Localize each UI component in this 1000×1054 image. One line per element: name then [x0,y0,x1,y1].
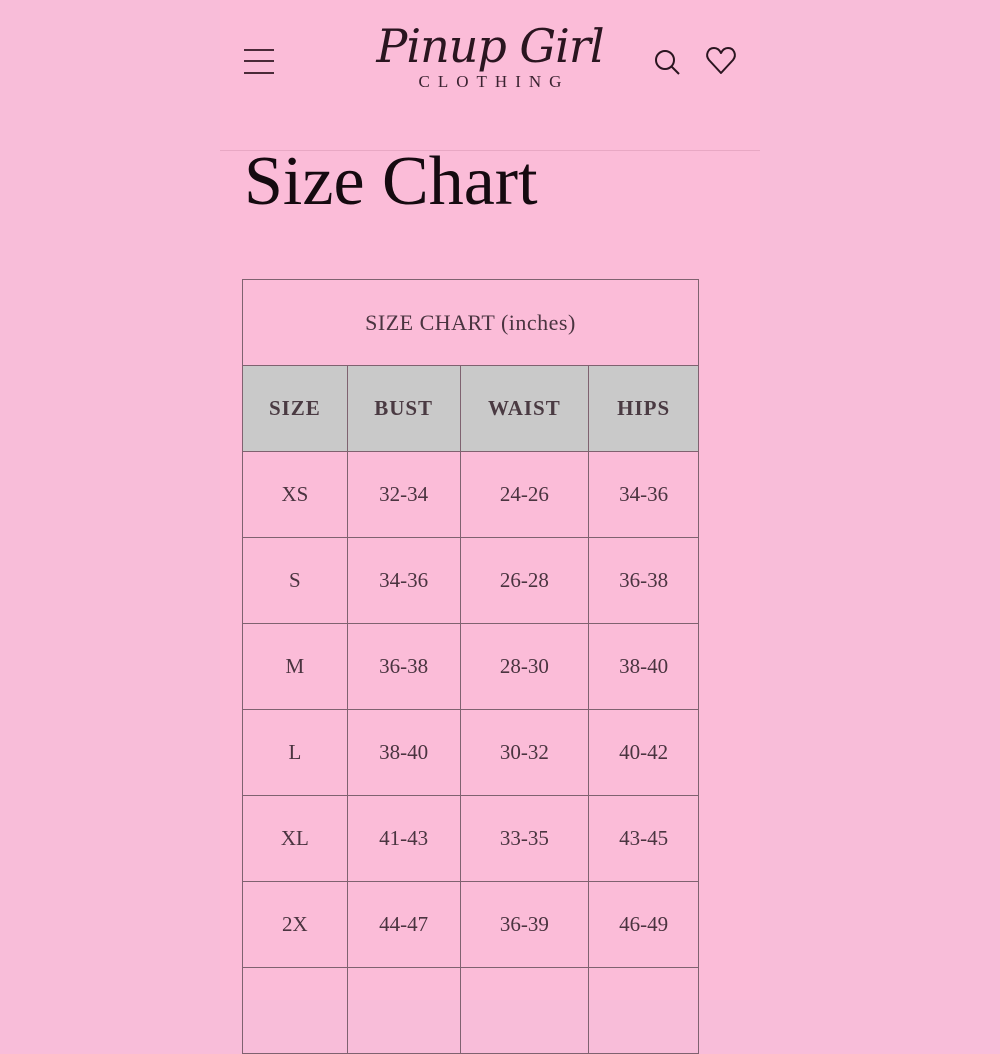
table-row: M 36-38 28-30 38-40 [242,623,699,710]
table-row: 2X 44-47 36-39 46-49 [242,881,699,968]
cell-hips: 38-40 [588,623,699,710]
logo-sub-text: CLOTHING [418,72,570,91]
column-header-size: SIZE [242,365,348,452]
header-divider [220,150,760,151]
table-row: S 34-36 26-28 36-38 [242,537,699,624]
menu-button[interactable] [244,47,274,75]
cell-size: XL [242,795,348,882]
menu-icon-line [244,72,274,74]
cell-waist: 30-32 [459,709,590,796]
table-row: XL 41-43 33-35 43-45 [242,795,699,882]
cell-size: L [242,709,348,796]
cell-waist: 33-35 [459,795,590,882]
cell-hips: 46-49 [588,881,699,968]
cell-size: 2X [242,881,348,968]
column-header-bust: BUST [346,365,461,452]
column-header-hips: HIPS [588,365,699,452]
cell-hips [588,967,699,1054]
page-title: Size Chart [244,143,538,220]
size-chart-table: SIZE CHART (inches) SIZE BUST WAIST HIPS… [242,279,699,1054]
heart-icon [706,47,736,74]
cell-waist: 24-26 [459,451,590,538]
cell-hips: 34-36 [588,451,699,538]
cell-hips: 36-38 [588,537,699,624]
menu-icon-line [244,60,274,62]
cell-waist: 28-30 [459,623,590,710]
table-header-row: SIZE BUST WAIST HIPS [242,365,699,452]
cell-bust: 38-40 [346,709,461,796]
logo-main-text: Pinup Girl [376,19,604,73]
column-header-waist: WAIST [459,365,590,452]
page: Pinup Girl CLOTHING Size Chart SIZE CHAR… [220,0,760,1054]
search-icon [655,50,680,75]
cell-waist: 36-39 [459,881,590,968]
cell-size: M [242,623,348,710]
cell-size: S [242,537,348,624]
cell-waist [459,967,590,1054]
table-caption: SIZE CHART (inches) [242,279,699,366]
cell-waist: 26-28 [459,537,590,624]
cell-hips: 43-45 [588,795,699,882]
cell-size [242,967,348,1054]
search-button[interactable] [650,44,684,78]
cell-bust: 41-43 [346,795,461,882]
cell-bust: 44-47 [346,881,461,968]
cell-bust: 34-36 [346,537,461,624]
table-row: L 38-40 30-32 40-42 [242,709,699,796]
menu-icon-line [244,49,274,51]
cell-bust: 32-34 [346,451,461,538]
cell-bust [346,967,461,1054]
logo[interactable]: Pinup Girl CLOTHING [370,18,610,92]
wishlist-button[interactable] [704,44,738,78]
table-row-partial [242,967,699,1054]
cell-bust: 36-38 [346,623,461,710]
table-row: XS 32-34 24-26 34-36 [242,451,699,538]
table-caption-row: SIZE CHART (inches) [242,279,699,366]
cell-size: XS [242,451,348,538]
cell-hips: 40-42 [588,709,699,796]
